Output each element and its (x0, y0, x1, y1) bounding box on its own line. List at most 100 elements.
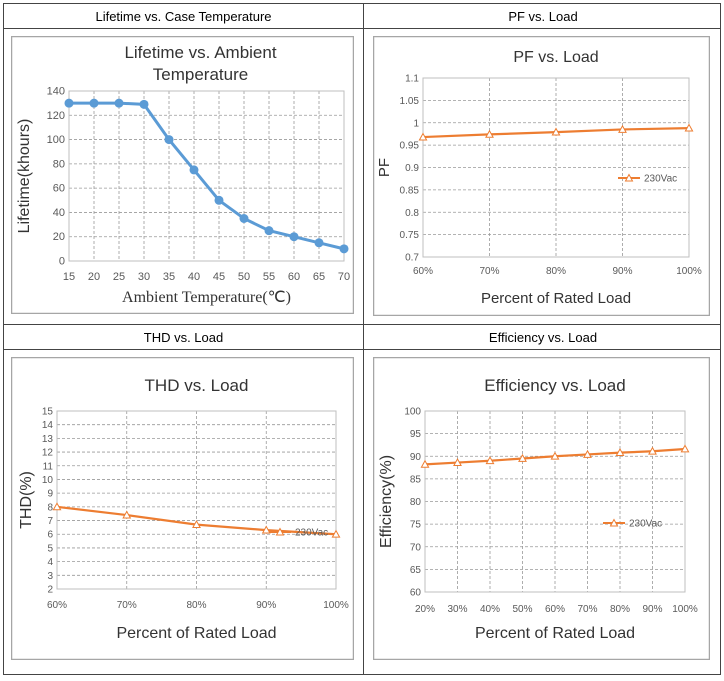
lifetime-y-axis-label: Lifetime(khours) (16, 119, 33, 234)
lifetime-data-point (164, 135, 174, 145)
lifetime-y-tick-label: 140 (47, 86, 65, 98)
lifetime-data-point (189, 165, 199, 175)
lifetime-data-point (139, 99, 149, 109)
thd-y-tick-label: 2 (47, 585, 53, 596)
efficiency-y-tick-label: 100 (404, 407, 421, 418)
efficiency-x-tick-label: 20% (415, 604, 435, 615)
lifetime-data-point (314, 238, 324, 248)
thd-data-point (192, 520, 201, 529)
efficiency-x-tick-label: 80% (610, 604, 630, 615)
lifetime-y-tick-label: 40 (53, 207, 65, 219)
efficiency-chart-panel: Efficiency vs. Load 60 65 70 75 80 85 90 95 100 20… (373, 357, 710, 660)
efficiency-y-tick-label: 75 (410, 520, 422, 531)
lifetime-x-tick-label: 55 (263, 271, 275, 283)
thd-y-axis-label: THD(%) (18, 471, 35, 529)
lifetime-plot-area (68, 90, 345, 262)
pf-y-tick-label: 0.7 (405, 253, 419, 264)
efficiency-data-point (583, 449, 592, 458)
lifetime-data-point (64, 98, 74, 108)
thd-y-tick-label: 14 (42, 420, 54, 431)
pf-x-tick-label: 90% (612, 266, 632, 277)
cell-title-pf: PF vs. Load (508, 9, 578, 24)
efficiency-x-axis-label: Percent of Rated Load (475, 625, 635, 642)
thd-y-tick-label: 4 (47, 557, 53, 568)
pf-x-tick-label: 100% (676, 266, 702, 277)
lifetime-data-point (289, 232, 299, 242)
lifetime-data-point (239, 214, 249, 223)
thd-data-point (261, 525, 271, 534)
pf-x-tick-label: 60% (413, 266, 433, 277)
thd-y-tick-label: 15 (42, 407, 54, 418)
lifetime-data-point (214, 195, 224, 205)
efficiency-legend-marker (609, 518, 619, 527)
thd-x-tick-label: 60% (47, 600, 67, 611)
pf-y-tick-label: 0.75 (400, 230, 420, 241)
pf-chart-frame (373, 36, 710, 316)
lifetime-x-tick-label: 20 (88, 271, 100, 283)
thd-data-point (52, 502, 62, 511)
efficiency-y-tick-label: 70 (410, 542, 422, 553)
thd-x-axis-label: Percent of Rated Load (116, 625, 276, 642)
lifetime-y-tick-label: 20 (53, 231, 65, 243)
lifetime-x-axis-label: Ambient Temperature(℃) (122, 289, 291, 306)
pf-y-tick-label: 1.1 (405, 74, 419, 85)
efficiency-x-tick-label: 50% (512, 604, 532, 615)
efficiency-y-tick-label: 65 (410, 565, 422, 576)
lifetime-data-point (114, 98, 124, 108)
lifetime-x-tick-label: 40 (188, 271, 200, 283)
table-divider-vertical (363, 4, 364, 674)
thd-legend-label: 230Vac (295, 528, 328, 539)
efficiency-data-point (420, 459, 430, 468)
lifetime-y-tick-label: 0 (59, 256, 65, 268)
lifetime-x-tick-label: 70 (338, 271, 350, 283)
efficiency-x-tick-label: 90% (642, 604, 662, 615)
lifetime-data-point (339, 244, 349, 254)
efficiency-y-tick-label: 95 (410, 429, 422, 440)
thd-x-tick-label: 80% (186, 600, 206, 611)
efficiency-x-tick-label: 70% (577, 604, 597, 615)
efficiency-chart-frame (373, 357, 710, 660)
pf-y-tick-label: 0.9 (405, 163, 419, 174)
thd-data-point (331, 529, 341, 538)
chart-grid-table: Lifetime vs. Case Temperature PF vs. Loa… (3, 3, 721, 675)
efficiency-y-tick-label: 90 (410, 452, 422, 463)
efficiency-data-point (453, 457, 462, 466)
lifetime-chart: Lifetime vs. Ambient Temperature 0 20 40 60 80… (11, 36, 354, 314)
thd-y-tick-label: 9 (47, 489, 53, 500)
lifetime-chart-title: Lifetime vs. Ambient (124, 43, 276, 62)
thd-y-tick-label: 7 (47, 516, 53, 527)
efficiency-x-tick-label: 60% (545, 604, 565, 615)
pf-data-point (551, 127, 561, 136)
pf-y-tick-label: 1 (413, 118, 419, 129)
pf-y-tick-label: 1.05 (400, 96, 420, 107)
lifetime-x-tick-label: 30 (138, 271, 150, 283)
thd-plot-area (56, 410, 337, 590)
pf-chart-title: PF vs. Load (513, 49, 598, 66)
efficiency-data-point (615, 448, 625, 457)
pf-data-point (618, 124, 627, 133)
pf-chart-panel: PF vs. Load 0.7 0.75 0.8 0.85 0.9 0.95 1 1.05 1.1… (373, 36, 710, 316)
lifetime-chart-title: Temperature (153, 65, 248, 84)
thd-y-tick-label: 13 (42, 434, 54, 445)
thd-y-tick-label: 10 (42, 475, 54, 486)
cell-title-efficiency: Efficiency vs. Load (488, 330, 598, 345)
efficiency-y-axis-label: Efficiency(%) (378, 455, 395, 548)
thd-data-point (122, 510, 132, 519)
table-divider-header-top (4, 28, 720, 29)
efficiency-x-tick-label: 30% (447, 604, 467, 615)
lifetime-y-tick-label: 60 (53, 183, 65, 195)
thd-chart-panel: THD vs. Load 2 3 4 5 6 7 8 9 10 11 12 13 14 15 60% 70% 80… (11, 357, 354, 660)
pf-data-point (418, 132, 428, 141)
pf-legend-label: 230Vac (644, 174, 677, 185)
lifetime-y-tick-label: 100 (47, 134, 65, 146)
pf-x-tick-label: 80% (546, 266, 566, 277)
efficiency-y-tick-label: 80 (410, 497, 422, 508)
thd-chart: THD vs. Load 2 3 4 5 6 7 8 9 10 11 12 13 14 15 60% 70% 80… (11, 357, 354, 660)
lifetime-x-tick-label: 25 (113, 271, 125, 283)
lifetime-x-tick-label: 45 (213, 271, 225, 283)
lifetime-y-tick-label: 120 (47, 110, 65, 122)
thd-x-tick-label: 100% (323, 600, 349, 611)
cell-title-lifetime: Lifetime vs. Case Temperature (95, 9, 272, 24)
thd-legend-marker (275, 527, 285, 536)
efficiency-plot-area (424, 410, 686, 593)
